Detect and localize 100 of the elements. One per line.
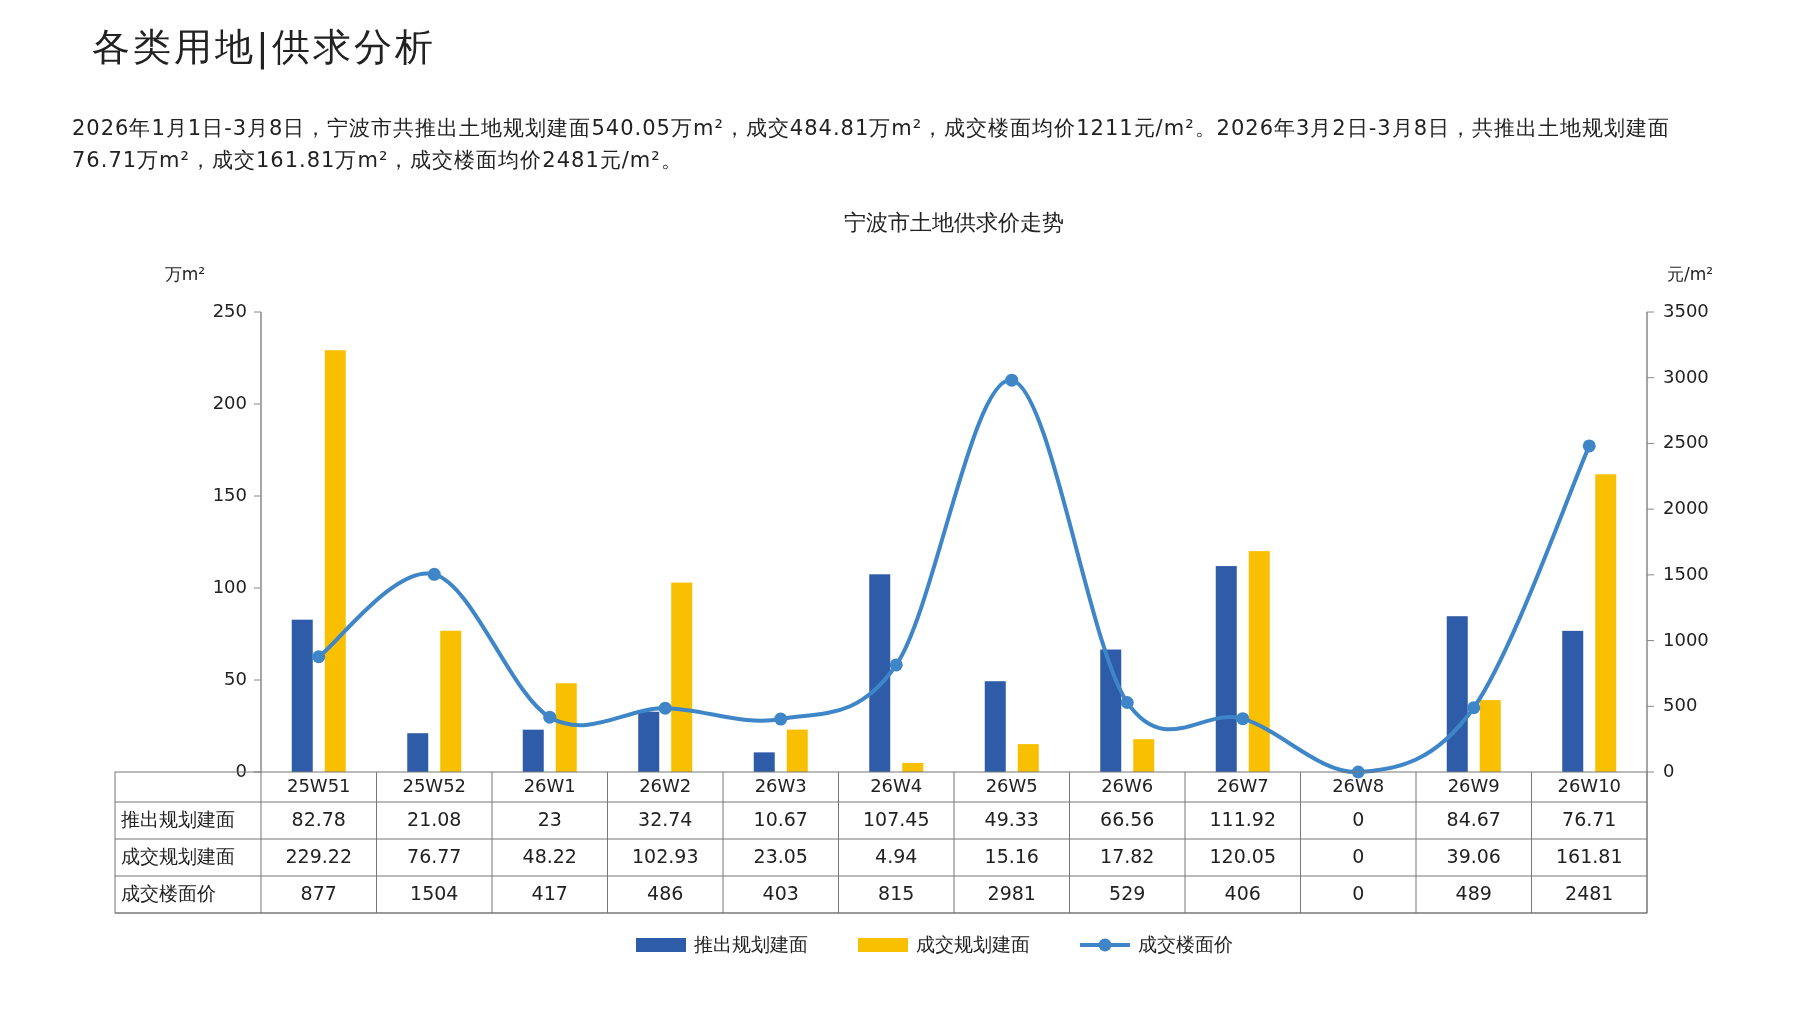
bar <box>324 350 346 772</box>
data-label: 403 <box>762 882 799 904</box>
data-label: 76.77 <box>407 845 462 867</box>
y-tick-label: 150 <box>212 484 247 505</box>
point <box>1005 373 1019 387</box>
legend-label: 成交规划建面 <box>916 932 1030 955</box>
bar <box>291 619 313 772</box>
bar <box>1215 566 1237 772</box>
data-label: 39.06 <box>1446 845 1501 867</box>
bar <box>753 752 775 772</box>
data-label: 66.56 <box>1100 808 1155 830</box>
x-tick-label: 26W2 <box>639 775 692 796</box>
y2-tick-label: 0 <box>1663 760 1675 781</box>
bar <box>1562 630 1584 772</box>
bar <box>869 574 891 772</box>
data-label: 0 <box>1352 882 1365 904</box>
data-label: 489 <box>1455 882 1492 904</box>
bar <box>786 729 808 772</box>
point <box>1236 712 1250 726</box>
text: 成交规划建面 <box>121 845 235 867</box>
x-tick-label: 26W5 <box>985 775 1038 796</box>
data-label: 15.16 <box>984 845 1039 867</box>
y2-tick-label: 2000 <box>1663 497 1709 519</box>
y-tick-label: 200 <box>212 392 247 413</box>
data-label: 10.67 <box>753 808 808 830</box>
x-tick-label: 26W10 <box>1557 775 1622 796</box>
data-label: 877 <box>300 882 337 904</box>
data-label: 161.81 <box>1556 845 1623 867</box>
text: 各类用地|供求分析 <box>92 24 436 72</box>
point <box>658 701 672 715</box>
bar <box>984 681 1006 772</box>
y-tick-label: 50 <box>224 668 247 689</box>
point <box>1582 439 1596 453</box>
point <box>1120 695 1134 709</box>
data-label: 76.71 <box>1562 808 1617 830</box>
y2-tick-label: 500 <box>1663 694 1698 716</box>
y2-tick-label: 3500 <box>1663 300 1709 321</box>
bar <box>555 683 577 772</box>
data-label: 486 <box>647 882 684 904</box>
data-label: 49.33 <box>984 808 1039 830</box>
x-tick-label: 26W8 <box>1332 775 1385 796</box>
bar <box>1133 739 1155 772</box>
point <box>312 650 326 664</box>
bar <box>1446 616 1468 772</box>
data-label: 529 <box>1109 882 1146 904</box>
x-tick-label: 26W7 <box>1216 775 1269 796</box>
data-label: 84.67 <box>1446 808 1501 830</box>
data-label: 107.45 <box>863 808 930 830</box>
bar <box>1017 744 1039 772</box>
data-label: 23 <box>537 808 562 830</box>
bar <box>407 733 429 772</box>
data-label: 111.92 <box>1209 808 1276 830</box>
text: 成交楼面价 <box>121 882 216 904</box>
y-axis-title: 万m² <box>164 264 206 284</box>
point <box>1467 701 1481 715</box>
y-tick-label: 100 <box>212 576 247 597</box>
data-label: 0 <box>1352 808 1365 830</box>
data-label: 102.93 <box>632 845 699 867</box>
bar <box>638 711 660 772</box>
data-label: 48.22 <box>522 845 577 867</box>
y2-tick-label: 3000 <box>1663 365 1709 387</box>
y-tick-label: 250 <box>212 300 247 321</box>
data-label: 82.78 <box>291 808 346 830</box>
x-tick-label: 25W52 <box>402 775 467 796</box>
data-label: 21.08 <box>407 808 462 830</box>
bar <box>1100 649 1122 772</box>
chart-title: 宁波市土地供求价走势 <box>844 210 1064 235</box>
data-label: 17.82 <box>1100 845 1155 867</box>
legend-label: 推出规划建面 <box>694 932 808 955</box>
data-label: 406 <box>1224 882 1261 904</box>
text: 2026年1月1日-3月8日，宁波市共推出土地规划建面540.05万m²，成交484.81万m²，成交楼面均价1211元/m²。2026年3月2日-3月8日，共推出土地规划建面76.71万m²，成交161.81万m²，成交楼面均价2481元/m²。 <box>72 115 1672 174</box>
y2-axis-title: 元/m² <box>1666 264 1714 284</box>
bar <box>671 582 693 772</box>
x-tick-label: 25W51 <box>286 775 351 796</box>
data-label: 120.05 <box>1209 845 1276 867</box>
point <box>774 712 788 726</box>
x-tick-label: 26W4 <box>870 775 923 796</box>
data-label: 32.74 <box>638 808 693 830</box>
data-label: 2481 <box>1565 882 1614 904</box>
bar <box>1595 474 1617 772</box>
x-tick-label: 26W9 <box>1447 775 1500 796</box>
point <box>889 658 903 672</box>
y2-tick-label: 1000 <box>1663 628 1709 650</box>
x-tick-label: 26W3 <box>754 775 807 796</box>
bar <box>1479 700 1501 772</box>
text: 推出规划建面 <box>121 808 235 830</box>
bar <box>1248 551 1270 772</box>
x-tick-label: 26W6 <box>1101 775 1154 796</box>
point <box>543 710 557 724</box>
data-label: 229.22 <box>285 845 352 867</box>
data-label: 417 <box>531 882 568 904</box>
bar <box>440 630 462 772</box>
legend-label: 成交楼面价 <box>1138 932 1233 955</box>
y2-tick-label: 2500 <box>1663 431 1709 453</box>
y2-tick-label: 1500 <box>1663 562 1709 584</box>
y-tick-label: 0 <box>235 760 247 781</box>
data-label: 815 <box>878 882 915 904</box>
data-label: 2981 <box>987 882 1036 904</box>
x-tick-label: 26W1 <box>523 775 576 796</box>
data-label: 1504 <box>410 882 459 904</box>
